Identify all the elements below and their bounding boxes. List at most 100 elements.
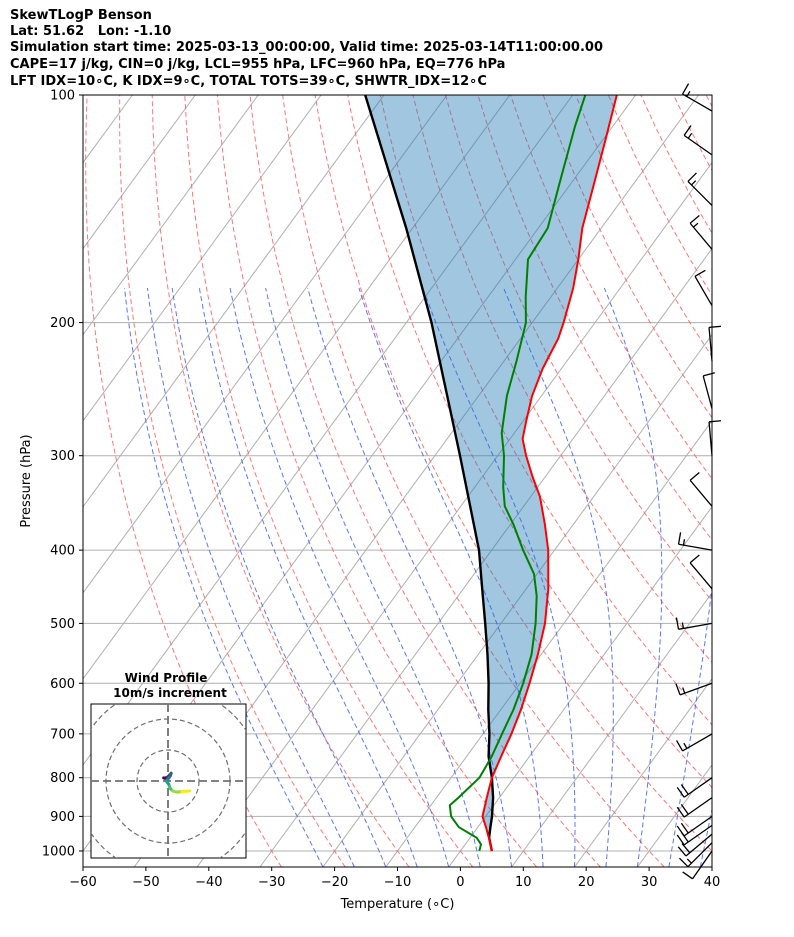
wind-barb [683, 125, 713, 156]
moist-adiabat [503, 287, 614, 867]
isotherm-line [83, 95, 511, 680]
x-tick-label: 40 [704, 875, 721, 890]
isotherm-line [699, 850, 712, 867]
hodograph-plot [91, 704, 246, 858]
moist-adiabat [307, 287, 513, 867]
dry-adiabat [249, 95, 601, 867]
y-tick-label: 600 [50, 677, 75, 692]
hodograph-title: Wind Profile [125, 671, 208, 685]
moist-adiabat [265, 287, 481, 867]
isotherm-line [83, 95, 322, 422]
moist-adiabat [171, 287, 387, 867]
y-tick-label: 1000 [42, 844, 75, 859]
wind-barb [694, 269, 713, 307]
chart-title-location: Lat: 51.62 Lon: -1.10 [10, 24, 172, 39]
isotherm-line [83, 95, 259, 336]
wind-barb [675, 617, 713, 630]
dry-adiabat [151, 95, 410, 867]
dry-adiabat [119, 95, 346, 867]
y-tick-label: 700 [50, 727, 75, 742]
dry-adiabat [314, 95, 712, 852]
isotherm-line [385, 419, 712, 867]
x-tick-label: 20 [578, 875, 595, 890]
y-tick-label: 300 [50, 449, 75, 464]
dry-adiabat [216, 95, 537, 867]
x-tick-label: 30 [641, 875, 658, 890]
moist-adiabat [229, 287, 450, 867]
dry-adiabat [771, 95, 794, 867]
moist-adiabat [124, 287, 324, 867]
isotherm-line [196, 161, 712, 867]
wind-barb [682, 850, 713, 880]
y-tick-label: 200 [50, 316, 75, 331]
hodograph-subtitle: 10m/s increment [113, 686, 227, 700]
dry-adiabat [445, 95, 712, 602]
wind-barb [676, 777, 713, 798]
wind-barbs [675, 83, 722, 880]
y-tick-label: 500 [50, 617, 75, 632]
chart-title-station: SkewTLogP Benson [10, 8, 152, 23]
wind-barb [702, 372, 715, 409]
x-tick-label: 0 [456, 875, 464, 890]
axes: −60 −50 −40 −30 −20 −10 0 10 20 30 40 1000 900 800 700… [19, 89, 720, 913]
wind-barb [677, 833, 713, 857]
x-tick-label: −30 [258, 875, 285, 890]
isotherm-line [448, 505, 712, 867]
isotherm-line [322, 333, 712, 867]
dry-adiabat [477, 95, 712, 541]
y-axis-label: Pressure (hPa) [19, 434, 34, 527]
wind-barb [677, 532, 713, 551]
dry-adiabat [347, 95, 712, 789]
sounding-traces [364, 95, 618, 852]
wind-barb [675, 733, 713, 752]
cape-shading [365, 95, 617, 851]
chart-title-indices-1: CAPE=17 j/kg, CIN=0 j/kg, LCL=955 hPa, L… [10, 57, 506, 72]
chart-title-times: Simulation start time: 2025-03-13_00:00:… [10, 40, 603, 55]
wind-barb [676, 797, 713, 818]
wind-barb [676, 815, 713, 837]
moist-adiabat [358, 287, 544, 867]
wind-barb [687, 172, 713, 206]
wind-barb [681, 83, 713, 112]
moist-adiabat [198, 287, 418, 867]
dry-adiabat [739, 95, 794, 867]
x-tick-label: −20 [321, 875, 348, 890]
reference-lines [0, 95, 794, 867]
isotherm-line [0, 95, 70, 867]
moist-adiabat [422, 287, 576, 867]
wind-barb [689, 215, 713, 250]
isotherm-line [511, 591, 712, 867]
x-axis-label: Temperature (∘C) [340, 897, 455, 912]
dewpoint-line [448, 95, 587, 852]
dry-adiabat [705, 95, 712, 108]
y-tick-label: 400 [50, 544, 75, 559]
x-tick-label: 10 [515, 875, 532, 890]
chart-title-indices-2: LFT IDX=10∘C, K IDX=9∘C, TOTAL TOTS=39∘C… [10, 74, 487, 89]
y-tick-label: 900 [50, 810, 75, 825]
dry-adiabat [282, 95, 665, 867]
dry-adiabat [412, 95, 712, 664]
wind-barb [689, 472, 713, 507]
y-tick-label: 800 [50, 771, 75, 786]
isotherm-line [83, 95, 196, 250]
x-tick-label: −50 [132, 875, 159, 890]
y-tick-label: 100 [50, 89, 75, 104]
x-tick-label: −60 [69, 875, 96, 890]
moist-adiabat [668, 583, 712, 867]
wind-barb [675, 682, 713, 696]
moist-adiabat [146, 287, 355, 867]
x-tick-label: −10 [384, 875, 411, 890]
dry-adiabat [184, 95, 474, 867]
wind-barb [689, 554, 713, 590]
isotherm-line [83, 95, 385, 508]
parcel-profile-line [364, 95, 495, 852]
isotherm-line [574, 678, 712, 867]
temperature-line [481, 95, 618, 852]
isotherm-line [83, 95, 448, 594]
moist-adiabat [699, 806, 712, 867]
moist-adiabat [603, 287, 663, 867]
wind-barb [679, 842, 713, 868]
dry-adiabat [379, 95, 712, 726]
